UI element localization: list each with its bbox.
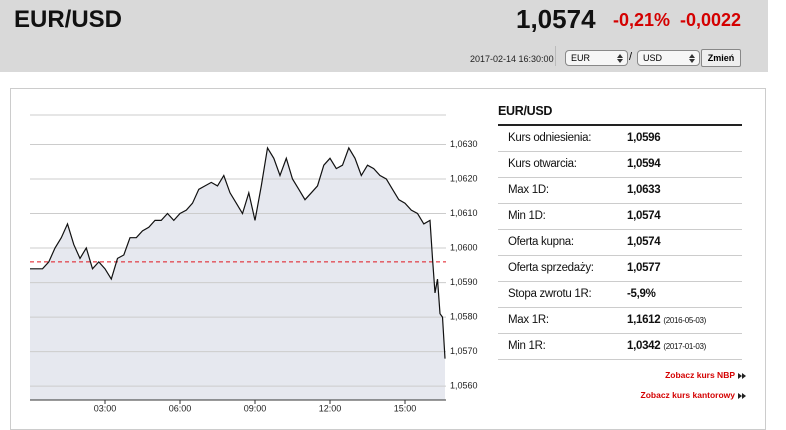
x-tick-label: 09:00: [244, 403, 267, 413]
x-tick-label: 12:00: [319, 403, 342, 413]
area: [30, 147, 445, 400]
value-text: 1,0577: [627, 262, 661, 274]
y-tick-label: 1,0630: [450, 139, 478, 149]
nbp-link[interactable]: Zobacz kurs NBP: [665, 370, 746, 380]
from-select[interactable]: EUR: [565, 50, 628, 66]
row-value: 1,1612 (2016-05-03): [627, 308, 706, 333]
change-pct: -0,21%: [613, 10, 671, 30]
arrow-icon: [738, 372, 746, 379]
row-label: Max 1R:: [508, 314, 549, 326]
table-row: Kurs otwarcia: 1,0594: [498, 152, 742, 178]
pair-title: EUR/USD: [14, 6, 123, 33]
header: EUR/USD 1,0574 -0,21% -0,0022 2017-02-14…: [0, 0, 768, 72]
chart: 1,0630 1,0620 1,0610 1,0600 1,0590 1,0580 1,05…: [30, 114, 478, 414]
row-label: Kurs odniesienia:: [508, 132, 592, 144]
to-select[interactable]: USD: [637, 50, 700, 66]
row-label: Min 1D:: [508, 210, 546, 222]
row-label: Stopa zwrotu 1R:: [508, 288, 592, 300]
row-label: Oferta kupna:: [508, 236, 574, 248]
y-tick-label: 1,0600: [450, 242, 478, 252]
row-value: 1,0633: [627, 178, 661, 203]
to-value: USD: [643, 53, 663, 63]
table-title: EUR/USD: [498, 104, 742, 126]
value-text: 1,0574: [627, 236, 661, 248]
row-label: Min 1R:: [508, 340, 546, 352]
price-line: [30, 146, 446, 359]
y-tick-label: 1,0560: [450, 381, 478, 391]
change-abs: -0,0022: [680, 10, 742, 30]
row-value: 1,0594: [627, 152, 661, 177]
table-row: Oferta sprzedaży: 1,0577: [498, 256, 742, 282]
table-row: Max 1R: 1,1612 (2016-05-03): [498, 308, 742, 334]
row-value: 1,0342 (2017-01-03): [627, 334, 706, 359]
link-text: Zobacz kurs kantorowy: [640, 390, 735, 400]
row-label: Oferta sprzedaży:: [508, 262, 594, 274]
link-text: Zobacz kurs NBP: [665, 370, 735, 380]
y-tick-label: 1,0610: [450, 208, 478, 218]
value-text: 1,0594: [627, 158, 661, 170]
row-value: 1,0577: [627, 256, 661, 281]
y-tick-label: 1,0620: [450, 173, 478, 183]
table-row: Min 1R: 1,0342 (2017-01-03): [498, 334, 742, 360]
value-text: 1,0596: [627, 132, 661, 144]
arrow-icon: [738, 392, 746, 399]
separator: [555, 46, 556, 66]
x-tick-label: 15:00: [394, 403, 417, 413]
page: EUR/USD 1,0574 -0,21% -0,0022 2017-02-14…: [0, 0, 768, 430]
y-tick-label: 1,0580: [450, 311, 478, 321]
value-text: 1,0633: [627, 184, 661, 196]
value-text: 1,1612: [627, 314, 661, 326]
select-arrow: [617, 54, 623, 63]
table-row: Oferta kupna: 1,0574: [498, 230, 742, 256]
row-value: 1,0574: [627, 230, 661, 255]
y-tick-label: 1,0570: [450, 346, 478, 356]
stats-table: EUR/USD Kurs odniesienia: 1,0596 Kurs otwa…: [498, 104, 742, 360]
kantor-link[interactable]: Zobacz kurs kantorowy: [641, 390, 746, 400]
row-date: (2017-01-03): [663, 342, 707, 351]
table-row: Kurs odniesienia: 1,0596: [498, 126, 742, 152]
row-date: (2016-05-03): [663, 316, 707, 325]
table-row: Stopa zwrotu 1R: -5,9%: [498, 282, 742, 308]
table-row: Min 1D: 1,0574: [498, 204, 742, 230]
row-label: Kurs otwarcia:: [508, 158, 577, 170]
row-value: -5,9%: [627, 282, 656, 307]
slash: /: [629, 51, 633, 63]
y-tick-label: 1,0590: [450, 277, 478, 287]
value-text: -5,9%: [627, 288, 656, 300]
change-button[interactable]: Zmień: [701, 49, 741, 67]
row-value: 1,0596: [627, 126, 661, 151]
row-label: Max 1D:: [508, 184, 549, 196]
table-row: Max 1D: 1,0633: [498, 178, 742, 204]
timestamp: 2017-02-14 16:30:00: [470, 54, 554, 64]
rate: 1,0574: [516, 4, 596, 34]
value-text: 1,0574: [627, 210, 661, 222]
from-value: EUR: [571, 53, 591, 63]
value-text: 1,0342: [627, 340, 661, 352]
row-value: 1,0574: [627, 204, 661, 229]
x-tick-label: 03:00: [94, 403, 117, 413]
select-arrow: [689, 54, 695, 63]
x-tick-label: 06:00: [169, 403, 192, 413]
